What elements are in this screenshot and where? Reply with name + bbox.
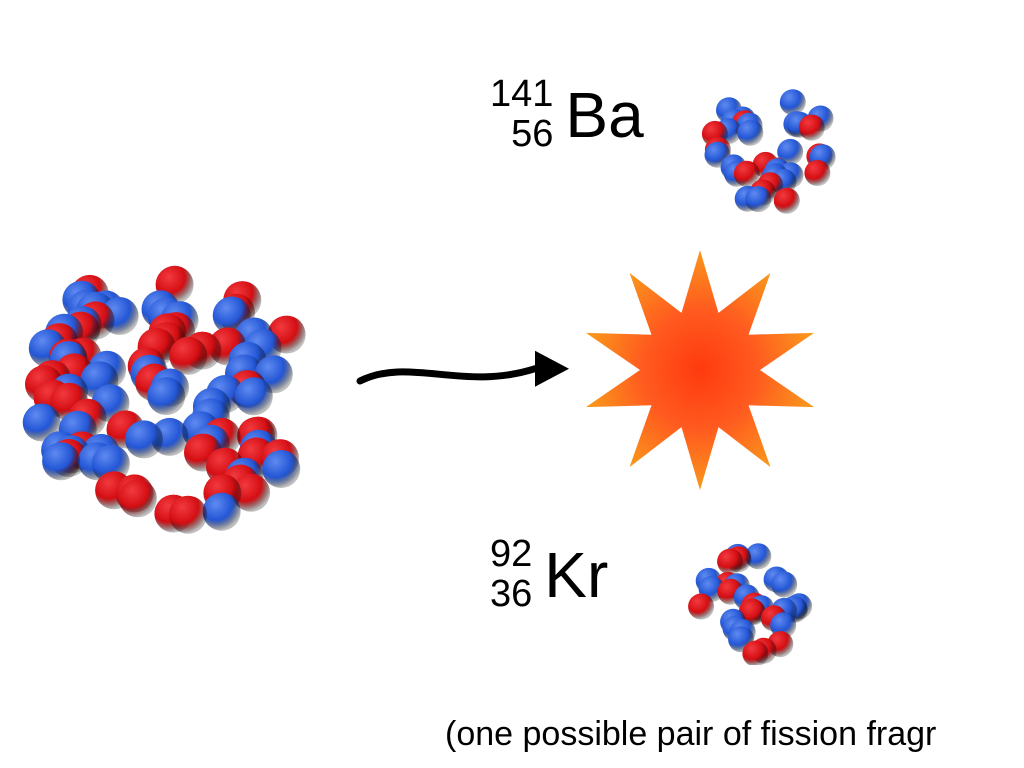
krypton-atomic-number: 36: [490, 575, 532, 615]
caption-text: (one possible pair of fission fragr: [445, 715, 936, 754]
barium-mass-number: 141: [490, 75, 553, 115]
barium-atomic-number: 56: [511, 115, 553, 155]
barium-nucleus: [698, 73, 842, 217]
barium-symbol: Ba: [565, 78, 643, 152]
parent-nucleus: [20, 250, 320, 550]
krypton-symbol: Kr: [544, 538, 608, 612]
reaction-arrow-icon: [355, 330, 575, 415]
fission-diagram: 141 56 Ba 92 36 Kr (one possible pair of…: [0, 0, 1024, 768]
krypton-nucleus: [685, 535, 815, 665]
barium-isotope-label: 141 56 Ba: [490, 75, 644, 155]
krypton-mass-number: 92: [490, 535, 532, 575]
krypton-isotope-label: 92 36 Kr: [490, 535, 608, 615]
energy-burst-icon: [575, 245, 825, 500]
